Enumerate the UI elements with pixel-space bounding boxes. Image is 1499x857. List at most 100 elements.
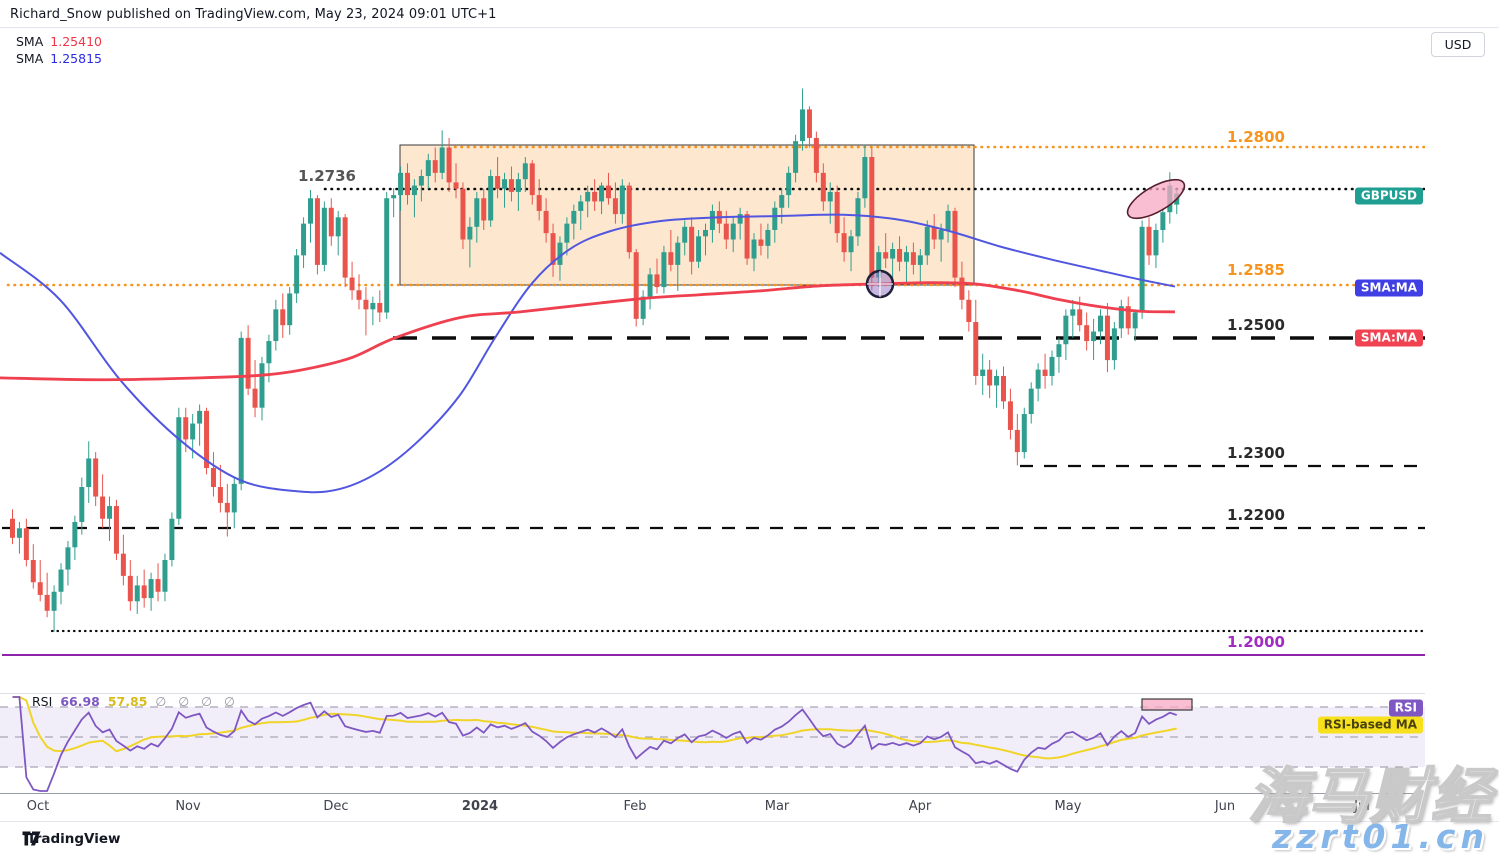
candle-body [307, 198, 313, 224]
candle-body [661, 252, 667, 288]
candle-body [328, 207, 334, 237]
level-label-1.2200[interactable]: 1.2200 [1227, 506, 1285, 524]
sma-fast-line[interactable] [0, 213, 1176, 494]
candle-body [405, 172, 411, 196]
candle-body [793, 141, 799, 173]
candle-body [938, 229, 944, 240]
candle-body [765, 229, 771, 246]
candle-body [287, 293, 293, 326]
candle-body [342, 217, 348, 278]
candle-body [709, 210, 715, 230]
time-label-Nov[interactable]: Nov [175, 799, 201, 814]
rsi-label-tag-RSI-based MA: RSI-based MA [1317, 716, 1423, 734]
candle-body [252, 388, 258, 408]
sma-slow-line[interactable] [0, 281, 1176, 382]
candle-body [169, 518, 175, 561]
rsi-line[interactable] [12, 696, 1177, 792]
tradingview-logo[interactable]: TradingView [22, 831, 121, 847]
candle-body [190, 423, 196, 440]
candle-body [557, 242, 563, 265]
candle-body [834, 191, 840, 234]
candle-body [93, 458, 99, 497]
time-label-Apr[interactable]: Apr [908, 799, 932, 814]
price-label-tag-SMA:MA: SMA:MA [1354, 329, 1423, 347]
legend-sma-slow[interactable]: SMA 1.25410 [16, 33, 102, 50]
candle-body [495, 176, 501, 189]
candle-body [522, 163, 528, 180]
candle-body [79, 487, 85, 522]
time-label-Oct[interactable]: Oct [26, 799, 50, 814]
level-label-1.2000[interactable]: 1.2000 [1227, 633, 1285, 651]
candle-body [210, 467, 216, 488]
candle-body [730, 223, 736, 240]
candle-body [411, 185, 417, 196]
event-marker-layer [865, 269, 895, 299]
tradingview-logo-icon [22, 831, 41, 846]
candle-body [321, 207, 327, 265]
candle-body [800, 109, 806, 142]
candle-body [1077, 309, 1083, 326]
chart-canvas[interactable] [0, 0, 1425, 822]
candle-body [1098, 315, 1104, 332]
candle-body [903, 252, 909, 262]
candle-body [141, 585, 147, 599]
candle-body [155, 579, 161, 592]
time-label-Jul[interactable]: Jul [1354, 799, 1370, 814]
candle-body [744, 214, 750, 259]
time-label-Mar[interactable]: Mar [764, 799, 790, 814]
time-label-May[interactable]: May [1054, 799, 1082, 814]
candle-body [391, 195, 397, 199]
candle-body [1056, 344, 1062, 357]
level-label-1.2500[interactable]: 1.2500 [1227, 316, 1285, 334]
rsi-highlight-box[interactable] [1141, 698, 1193, 711]
time-label-Feb[interactable]: Feb [623, 799, 647, 814]
candle-body [654, 274, 660, 288]
candle-body [987, 369, 993, 386]
symbol-tag: GBPUSD [1354, 187, 1423, 205]
time-label-Jun[interactable]: Jun [1214, 799, 1236, 814]
pane-separator[interactable] [0, 693, 1425, 694]
candle-body [578, 201, 584, 211]
candle-body [280, 309, 286, 326]
candle-body [529, 163, 535, 196]
level-label-1.2300[interactable]: 1.2300 [1227, 444, 1285, 462]
price-label-tag-SMA:MA: SMA:MA [1354, 279, 1423, 297]
time-label-2024[interactable]: 2024 [461, 799, 499, 814]
rsi-hidden-values: ∅ ∅ ∅ ∅ [155, 694, 239, 709]
candle-body [1091, 331, 1097, 342]
candle-body [474, 198, 480, 227]
rsi-legend[interactable]: RSI 66.98 57.85 ∅ ∅ ∅ ∅ [32, 694, 239, 709]
candle-body [72, 521, 78, 548]
candle-body [813, 137, 819, 173]
publish-attribution: Richard_Snow published on TradingView.co… [10, 7, 497, 22]
candle-body [668, 252, 674, 265]
candle-body [30, 560, 36, 583]
candle-body [183, 417, 189, 440]
legend-sma-fast[interactable]: SMA 1.25815 [16, 50, 102, 67]
level-lines [2, 145, 1425, 656]
candle-body [44, 594, 50, 611]
candle-body [134, 585, 140, 602]
level-label-1.2800[interactable]: 1.2800 [1227, 128, 1285, 146]
breakout-ellipse[interactable] [1122, 172, 1190, 226]
currency-toggle-button[interactable]: USD [1431, 32, 1485, 57]
candle-body [647, 274, 653, 297]
candle-body [1118, 306, 1124, 329]
rsi-value: 66.98 [60, 694, 100, 709]
candle-body [737, 214, 743, 224]
candle-body [883, 252, 889, 259]
candle-body [543, 210, 549, 234]
candle-body [966, 299, 972, 323]
indicator-legend[interactable]: SMA 1.25410 SMA 1.25815 [16, 33, 102, 67]
candle-body [917, 255, 923, 265]
candle-body [772, 207, 778, 230]
price-axis[interactable]: 1.290001.285001.265001.260001.245001.240… [1425, 28, 1499, 821]
level-label-1.2585[interactable]: 1.2585 [1227, 261, 1285, 279]
time-label-Dec[interactable]: Dec [323, 799, 349, 814]
candle-body [1014, 429, 1020, 453]
candle-body [855, 198, 861, 237]
time-axis-bottom-border [0, 821, 1499, 822]
level-label-1.2736[interactable]: 1.2736 [298, 167, 356, 185]
watermark-site-url: zzrt01.cn [1272, 817, 1489, 856]
candle-body [1111, 328, 1117, 361]
